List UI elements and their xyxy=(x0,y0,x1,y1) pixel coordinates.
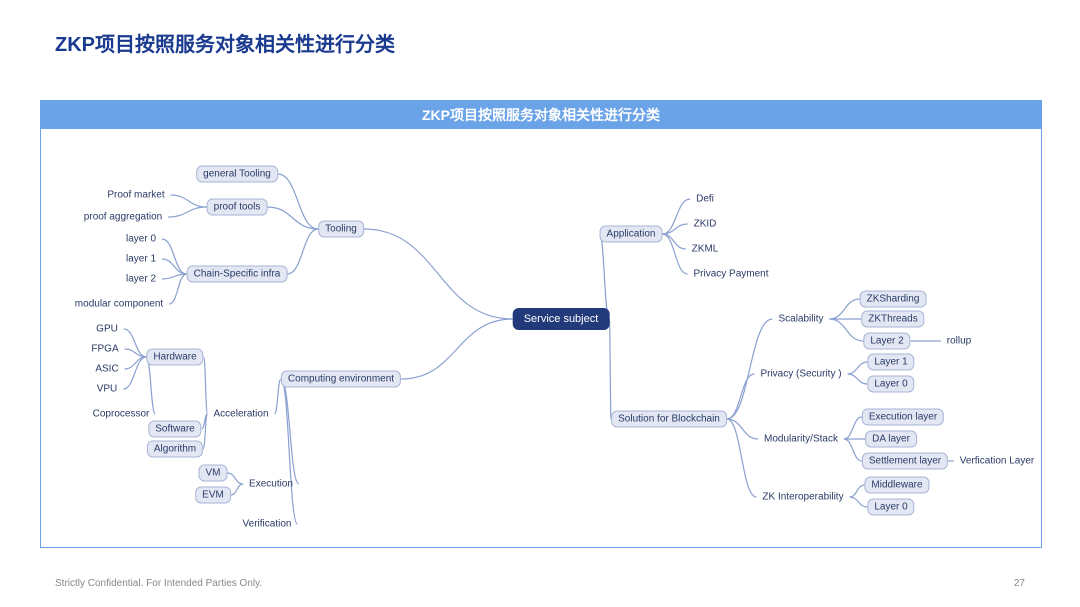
edge-priv-p_l0 xyxy=(848,374,868,384)
edge-comp_env-accel xyxy=(275,379,281,414)
node-p_l0: Layer 0 xyxy=(867,376,914,393)
node-scal: Scalability xyxy=(772,312,829,327)
node-vpu: VPU xyxy=(91,382,124,397)
edge-sol-priv xyxy=(727,374,755,419)
edge-hw-coproc xyxy=(146,357,155,414)
node-chain_infra: Chain-Specific infra xyxy=(187,266,288,283)
edge-exec-evm xyxy=(231,484,243,495)
node-zkshard: ZKSharding xyxy=(860,291,927,308)
node-layer1: layer 1 xyxy=(120,252,162,267)
node-rollup: rollup xyxy=(941,334,977,349)
edge-app-ppay xyxy=(662,234,687,274)
node-zkml: ZKML xyxy=(686,242,725,257)
edge-mod-exlayer xyxy=(844,417,862,439)
edge-tooling-gen_tooling xyxy=(278,174,318,229)
edge-chain_infra-layer1 xyxy=(162,259,187,274)
node-ppay: Privacy Payment xyxy=(687,267,774,282)
node-gen_tooling: general Tooling xyxy=(196,166,278,183)
node-proof_tools: proof tools xyxy=(207,199,268,216)
node-accel: Acceleration xyxy=(207,407,274,422)
node-zkthr: ZKThreads xyxy=(861,311,924,328)
node-priv: Privacy (Security ) xyxy=(754,367,847,382)
node-verlayer: Verfication Layer xyxy=(954,454,1041,469)
node-vm: VM xyxy=(199,465,228,482)
node-layer0: layer 0 xyxy=(120,232,162,247)
diagram-container: ZKP项目按照服务对象相关性进行分类 Service subject Toolin… xyxy=(40,100,1042,548)
node-mw: Middleware xyxy=(864,477,929,494)
node-proof_market: Proof market xyxy=(101,188,170,203)
edge-root-app xyxy=(600,234,610,319)
edge-comp_env-verif xyxy=(281,379,298,524)
edge-priv-p_l1 xyxy=(848,362,868,374)
node-asic: ASIC xyxy=(89,362,124,377)
node-zkint: ZK Interoperability xyxy=(756,490,849,505)
edge-sol-zkint xyxy=(727,419,757,497)
edge-root-comp_env xyxy=(401,319,513,379)
footer-confidential: Strictly Confidential. For Intended Part… xyxy=(55,578,262,589)
node-i_l0: Layer 0 xyxy=(867,499,914,516)
page-number: 27 xyxy=(1014,578,1025,589)
node-app: Application xyxy=(600,226,663,243)
node-proof_agg: proof aggregation xyxy=(78,210,168,225)
edge-scal-zkshard xyxy=(830,299,860,319)
node-mod_comp: modular component xyxy=(69,297,169,312)
node-sw: Software xyxy=(148,421,201,438)
edge-mod-setlayer xyxy=(844,439,862,461)
node-algo: Algorithm xyxy=(147,441,203,458)
node-comp_env: Computing environment xyxy=(281,371,401,388)
node-verif: Verification xyxy=(237,517,298,532)
node-setlayer: Settlement layer xyxy=(862,453,948,470)
edge-chain_infra-layer0 xyxy=(162,239,187,274)
node-zkid: ZKID xyxy=(688,217,723,232)
node-evm: EVM xyxy=(195,487,231,504)
node-tooling: Tooling xyxy=(318,221,364,238)
node-l2s: Layer 2 xyxy=(863,333,910,350)
node-p_l1: Layer 1 xyxy=(867,354,914,371)
edge-exec-vm xyxy=(228,473,244,484)
node-exec: Execution xyxy=(243,477,299,492)
slide-title: ZKP项目按照服务对象相关性进行分类 xyxy=(55,28,395,57)
edge-accel-hw xyxy=(204,357,208,414)
edge-tooling-chain_infra xyxy=(287,229,318,274)
slide: ZKP项目按照服务对象相关性进行分类 ZKP项目按照服务对象相关性进行分类 Se… xyxy=(0,0,1080,607)
edge-scal-l2s xyxy=(830,319,864,341)
edge-zkint-i_l0 xyxy=(850,497,868,507)
node-defi: Defi xyxy=(690,192,720,207)
node-fpga: FPGA xyxy=(85,342,124,357)
node-sol: Solution for Blockchain xyxy=(611,411,727,428)
node-root: Service subject xyxy=(513,308,610,330)
diagram-canvas: Service subject Tooling general Tooling pro… xyxy=(41,129,1041,547)
edge-proof_tools-proof_market xyxy=(171,195,207,207)
node-mod: Modularity/Stack xyxy=(758,432,844,447)
edge-chain_infra-mod_comp xyxy=(169,274,186,304)
edge-hw-vpu xyxy=(123,357,146,389)
node-layer2: layer 2 xyxy=(120,272,162,287)
diagram-banner: ZKP项目按照服务对象相关性进行分类 xyxy=(41,101,1041,129)
edge-zkint-mw xyxy=(850,485,865,497)
node-coproc: Coprocessor xyxy=(87,407,156,422)
node-exlayer: Execution layer xyxy=(862,409,944,426)
edge-proof_tools-proof_agg xyxy=(168,207,206,217)
edge-root-tooling xyxy=(364,229,513,319)
edge-app-zkml xyxy=(662,234,685,249)
node-hw: Hardware xyxy=(146,349,203,366)
edge-root-sol xyxy=(609,319,611,419)
node-gpu: GPU xyxy=(90,322,124,337)
node-dalayer: DA layer xyxy=(865,431,917,448)
edge-hw-asic xyxy=(125,357,147,369)
